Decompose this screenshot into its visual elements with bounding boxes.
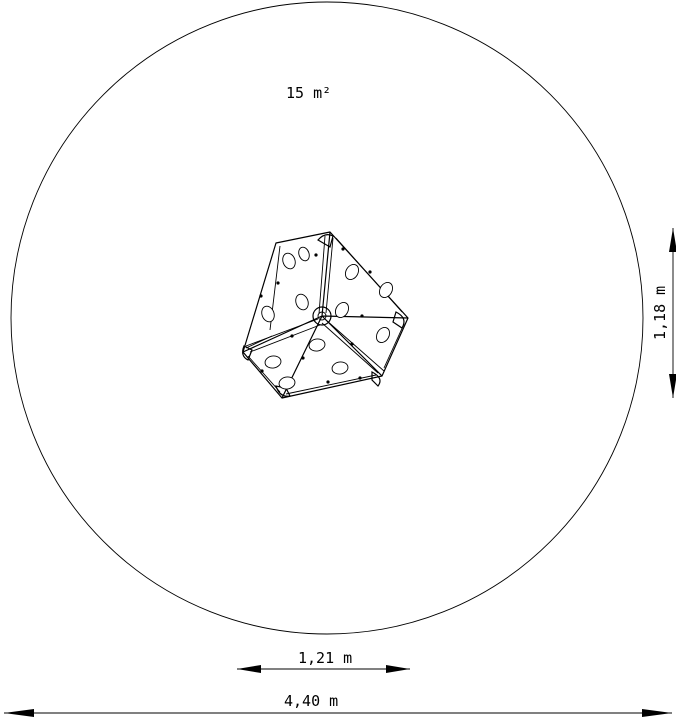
zone-width-dimension: 4,40 m <box>4 692 672 717</box>
height-label: 1,18 m <box>651 286 669 340</box>
zone-width-label: 4,40 m <box>284 692 338 710</box>
object-width-dimension: 1,21 m <box>237 649 410 673</box>
safety-zone-circle <box>10 1 644 635</box>
area-label: 15 m² <box>286 84 331 102</box>
object-width-label: 1,21 m <box>298 649 352 667</box>
climbing-cube <box>242 231 409 399</box>
height-dimension: 1,18 m <box>651 228 676 398</box>
